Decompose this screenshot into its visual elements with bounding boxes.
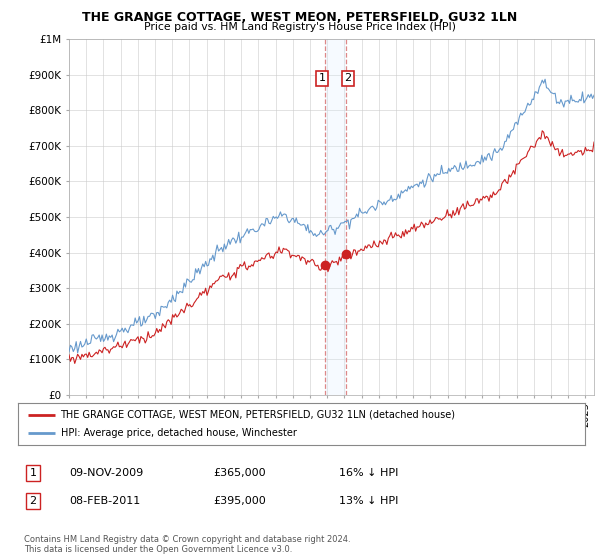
Text: 2: 2 [29,496,37,506]
Text: 2: 2 [344,73,352,83]
Text: £395,000: £395,000 [213,496,266,506]
Text: 09-NOV-2009: 09-NOV-2009 [69,468,143,478]
Text: THE GRANGE COTTAGE, WEST MEON, PETERSFIELD, GU32 1LN: THE GRANGE COTTAGE, WEST MEON, PETERSFIE… [82,11,518,24]
Text: 13% ↓ HPI: 13% ↓ HPI [339,496,398,506]
Text: 1: 1 [29,468,37,478]
Text: THE GRANGE COTTAGE, WEST MEON, PETERSFIELD, GU32 1LN (detached house): THE GRANGE COTTAGE, WEST MEON, PETERSFIE… [61,410,455,420]
Text: 08-FEB-2011: 08-FEB-2011 [69,496,140,506]
Text: Contains HM Land Registry data © Crown copyright and database right 2024.
This d: Contains HM Land Registry data © Crown c… [24,535,350,554]
Text: £365,000: £365,000 [213,468,266,478]
Text: 16% ↓ HPI: 16% ↓ HPI [339,468,398,478]
Bar [325,39,346,395]
Text: HPI: Average price, detached house, Winchester: HPI: Average price, detached house, Winc… [61,428,296,438]
Text: 1: 1 [319,73,326,83]
Text: Price paid vs. HM Land Registry's House Price Index (HPI): Price paid vs. HM Land Registry's House … [144,22,456,32]
